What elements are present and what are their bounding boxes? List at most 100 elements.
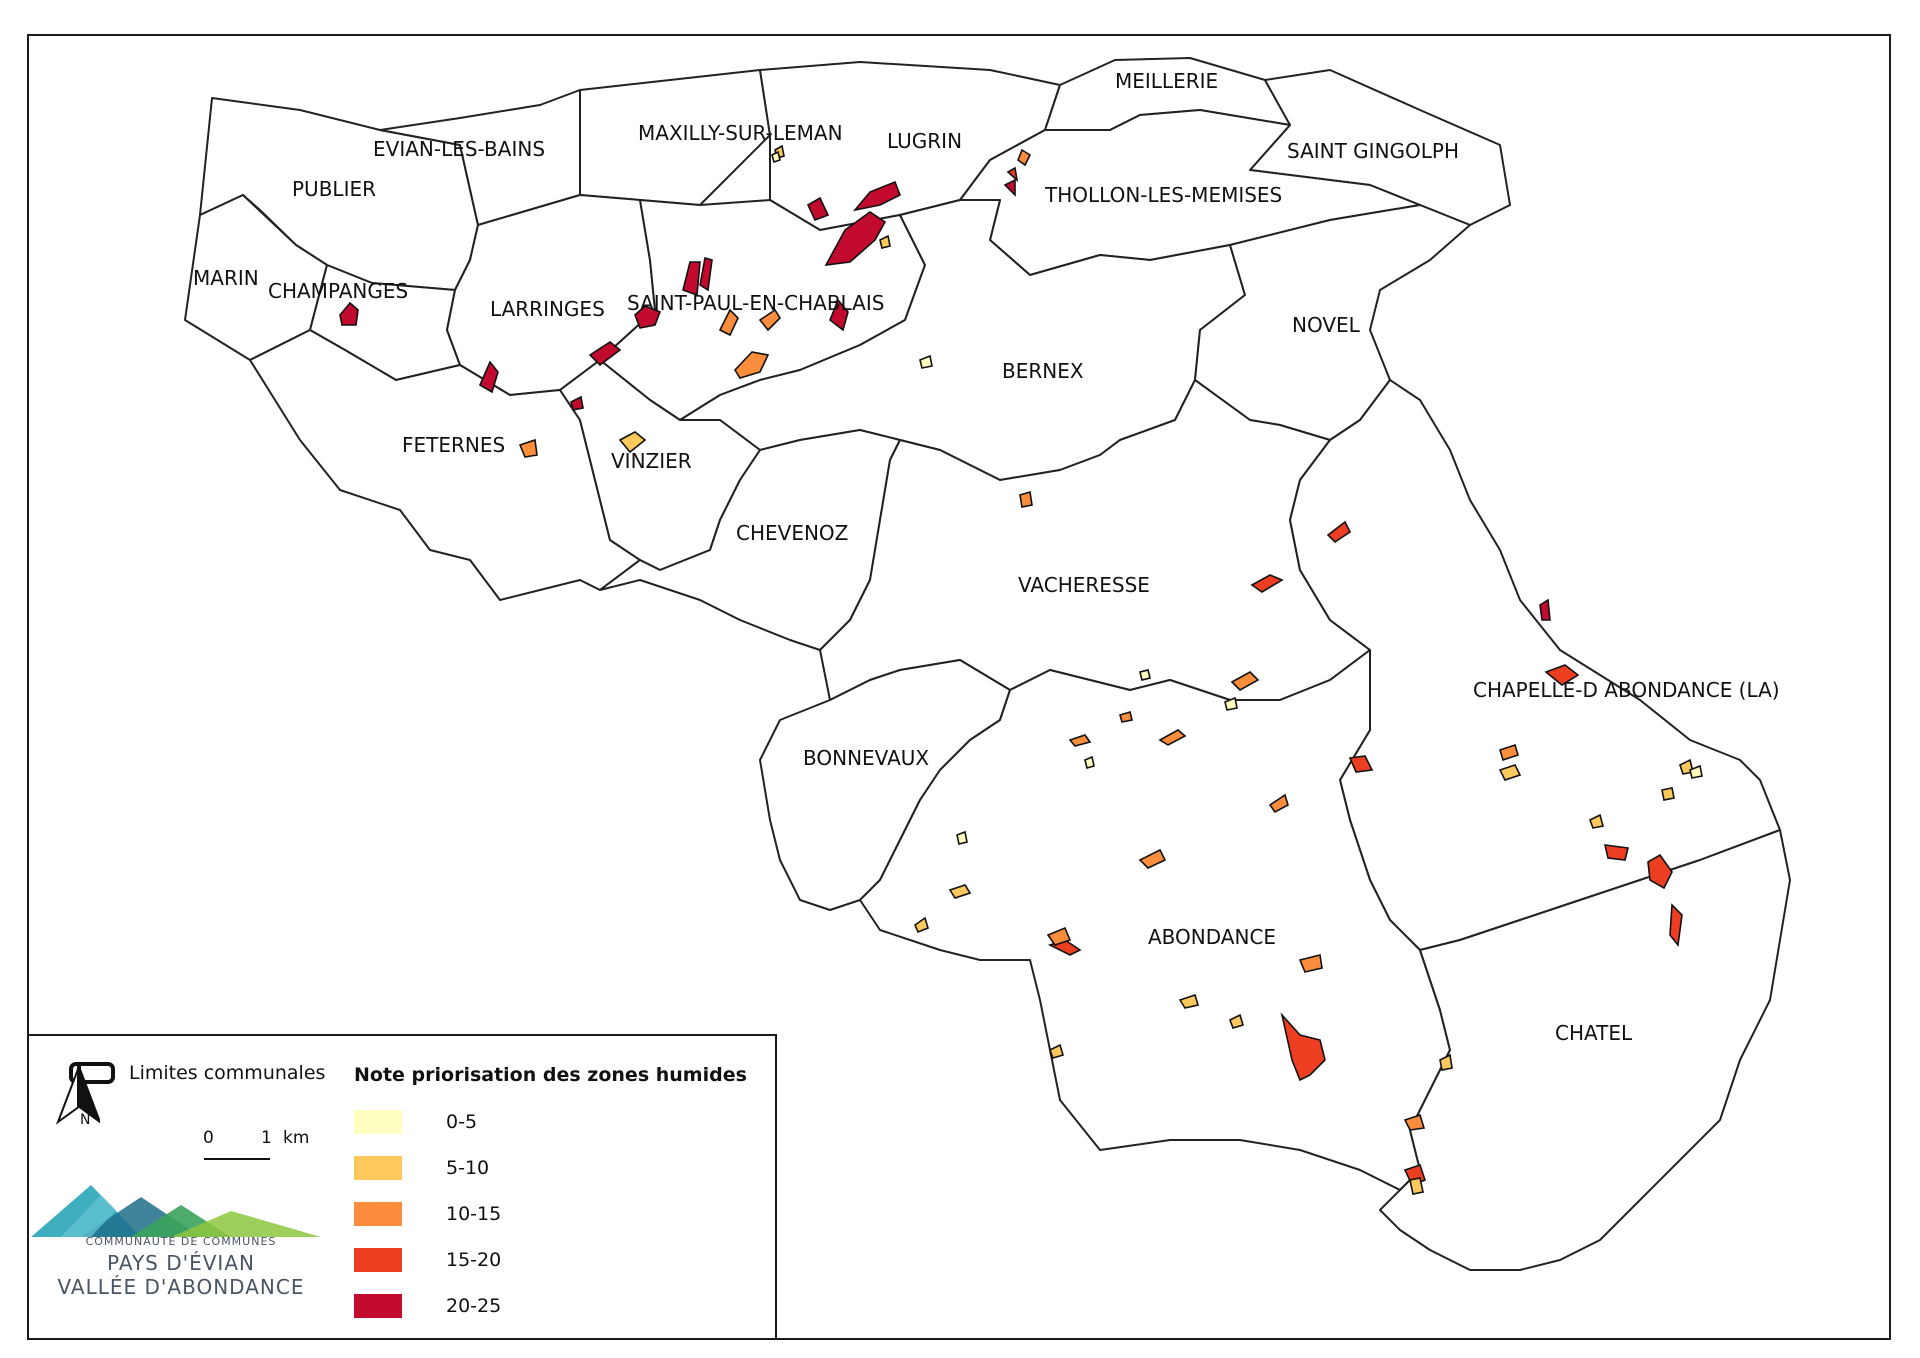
wetland-zone xyxy=(1499,743,1519,762)
map-legend: Limites communales Note priorisation des… xyxy=(27,1034,777,1340)
legend-class-label: 15-20 xyxy=(446,1249,502,1271)
wetland-zone xyxy=(1017,148,1032,167)
legend-class-label: 20-25 xyxy=(446,1295,502,1317)
logo: COMMUNAUTÉ DE COMMUNES PAYS D'ÉVIAN VALL… xyxy=(31,1175,341,1315)
legend-class-label: 5-10 xyxy=(446,1157,490,1179)
wetland-zone xyxy=(1439,1053,1453,1071)
commune-label: VACHERESSE xyxy=(1018,573,1150,597)
scale-zero: 0 xyxy=(203,1128,214,1148)
wetland-zone xyxy=(1250,574,1284,593)
scale-one: 1 xyxy=(261,1128,272,1148)
wetland-zone xyxy=(1268,793,1289,814)
wetland-zone xyxy=(948,884,972,899)
wetland-zone xyxy=(518,438,538,458)
wetland-zone xyxy=(1689,764,1703,779)
wetland-zone xyxy=(1158,729,1187,746)
commune-label: CHAMPANGES xyxy=(268,279,408,303)
commune-label: CHAPELLE-D ABONDANCE (LA) xyxy=(1473,678,1780,702)
wetland-zone xyxy=(879,234,891,249)
wetland-zone xyxy=(1544,664,1580,686)
commune-label: THOLLON-LES-MEMISES xyxy=(1044,183,1282,207)
wetland-zone xyxy=(824,211,887,266)
legend-class-label: 10-15 xyxy=(446,1203,502,1225)
wetland-zone xyxy=(682,261,701,297)
wetland-zone xyxy=(1048,1043,1064,1059)
wetland-zone xyxy=(1588,813,1604,829)
wetland-zone xyxy=(588,341,622,367)
wetland-zone xyxy=(478,360,499,394)
wetland-zone xyxy=(1298,954,1323,973)
wetland-zone xyxy=(1230,671,1260,691)
wetland-zone xyxy=(956,830,968,845)
logo-line2: PAYS D'ÉVIAN xyxy=(107,1251,255,1275)
wetland-zone xyxy=(919,354,933,369)
wetland-zone xyxy=(1326,520,1352,544)
wetland-zone xyxy=(634,305,662,329)
scale-unit: km xyxy=(283,1128,310,1148)
mountains-logo-icon xyxy=(31,1185,321,1237)
wetland-zone xyxy=(852,180,902,212)
commune-label: LARRINGES xyxy=(490,297,605,321)
legend-title: Note priorisation des zones humides xyxy=(354,1064,747,1086)
wetland-zone xyxy=(1603,844,1629,861)
commune-label: CHATEL xyxy=(1555,1021,1633,1045)
wetland-zone xyxy=(1403,1113,1426,1131)
wetland-zone xyxy=(1139,669,1151,681)
legend-swatch xyxy=(354,1110,402,1134)
commune-label: ABONDANCE xyxy=(1148,925,1276,949)
north-arrow-icon: N xyxy=(55,1063,100,1128)
wetland-zone xyxy=(829,298,849,332)
wetland-zone xyxy=(1669,903,1683,947)
commune-boundary-swatch xyxy=(69,1062,115,1084)
wetland-zone xyxy=(1119,710,1133,723)
wetland-zone xyxy=(806,196,830,222)
legend-swatch xyxy=(354,1202,402,1226)
wetland-zone xyxy=(771,150,781,164)
wetland-zone xyxy=(1003,178,1016,197)
commune-label: VINZIER xyxy=(611,449,692,473)
scale-bar xyxy=(204,1158,270,1160)
wetland-zone xyxy=(699,256,713,292)
north-label: N xyxy=(80,1112,90,1128)
wetland-zone xyxy=(914,916,929,934)
commune-label: EVIAN-LES-BAINS xyxy=(373,137,545,161)
wetland-zone xyxy=(718,308,739,337)
commune-label: BONNEVAUX xyxy=(803,746,929,770)
commune-label: PUBLIER xyxy=(292,177,376,201)
commune-label: BERNEX xyxy=(1002,359,1084,383)
commune-labels: EVIAN-LES-BAINS MAXILLY-SUR-LEMAN LUGRIN… xyxy=(193,69,1780,1045)
wetland-zones xyxy=(339,144,1703,1195)
wetland-zone xyxy=(1084,755,1095,769)
wetland-zone xyxy=(1348,755,1374,773)
wetland-zone xyxy=(1006,166,1019,183)
legend-class-label: 0-5 xyxy=(446,1111,478,1133)
commune-label: SAINT-PAUL-EN-CHABLAIS xyxy=(627,291,884,315)
wetland-zone xyxy=(570,395,584,411)
commune-label: MARIN xyxy=(193,266,259,290)
wetland-zone xyxy=(1046,926,1072,946)
wetland-zone xyxy=(1539,598,1551,621)
commune-label: SAINT GINGOLPH xyxy=(1287,139,1459,163)
wetland-zone xyxy=(1647,853,1673,890)
commune-label: NOVEL xyxy=(1292,313,1361,337)
wetland-zone xyxy=(618,431,647,454)
wetland-zone xyxy=(339,301,359,326)
wetland-zone xyxy=(1068,734,1092,747)
legend-swatch xyxy=(354,1294,402,1318)
wetland-zone xyxy=(1019,490,1033,508)
commune-boundary-label: Limites communales xyxy=(129,1062,326,1084)
commune-label: MAXILLY-SUR-LEMAN xyxy=(638,121,843,145)
wetland-zone xyxy=(1224,696,1238,711)
wetland-zone xyxy=(1409,1177,1424,1195)
wetland-zone xyxy=(1661,787,1675,801)
commune-label: LUGRIN xyxy=(887,129,962,153)
commune-label: FETERNES xyxy=(402,433,505,457)
wetland-zone xyxy=(733,351,770,379)
wetland-zone xyxy=(1280,1012,1326,1082)
commune-label: CHEVENOZ xyxy=(736,521,848,545)
wetland-zone xyxy=(1498,764,1522,781)
legend-swatch xyxy=(354,1156,402,1180)
legend-swatch xyxy=(354,1248,402,1272)
logo-line1: COMMUNAUTÉ DE COMMUNES xyxy=(85,1235,277,1248)
